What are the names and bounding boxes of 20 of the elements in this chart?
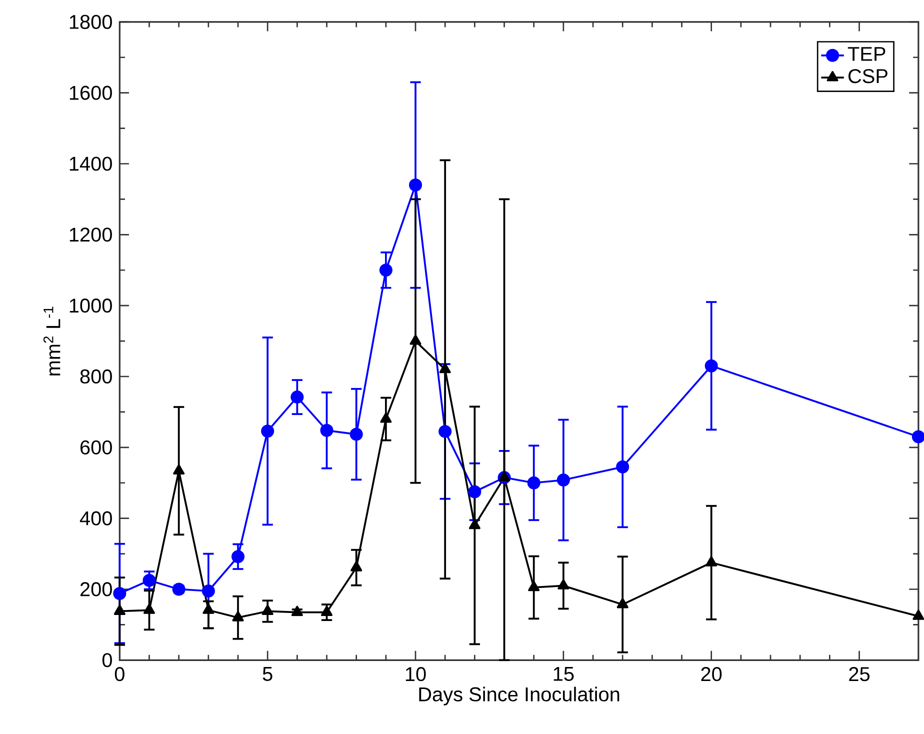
y-tick-label: 800 — [80, 369, 112, 384]
x-tick-label: 10 — [406, 667, 426, 682]
legend-label: TEP — [848, 47, 886, 61]
y-axis-title: mm$^{2}$ L$^{-1}$ — [43, 306, 60, 376]
x-tick-label: 5 — [262, 667, 272, 681]
legend-label: CSP — [848, 69, 888, 84]
y-tick-label: 1000 — [70, 298, 112, 313]
x-tick-label: 20 — [701, 667, 722, 682]
y-tick-label: 1800 — [70, 14, 112, 30]
y-tick-label: 1400 — [70, 156, 112, 171]
y-tick-label: 1200 — [70, 228, 112, 242]
x-axis-title: Days Since Inoculation — [419, 686, 620, 706]
y-tick-label: 400 — [80, 511, 112, 526]
y-tick-label: 200 — [80, 582, 112, 596]
y-tick-label: 1600 — [70, 86, 112, 100]
y-tick-label: 600 — [80, 440, 112, 454]
x-tick-label: 15 — [554, 667, 574, 681]
x-tick-label: 0 — [114, 667, 124, 682]
x-tick-label: 25 — [849, 667, 870, 682]
y-tick-label: 0 — [102, 653, 112, 668]
